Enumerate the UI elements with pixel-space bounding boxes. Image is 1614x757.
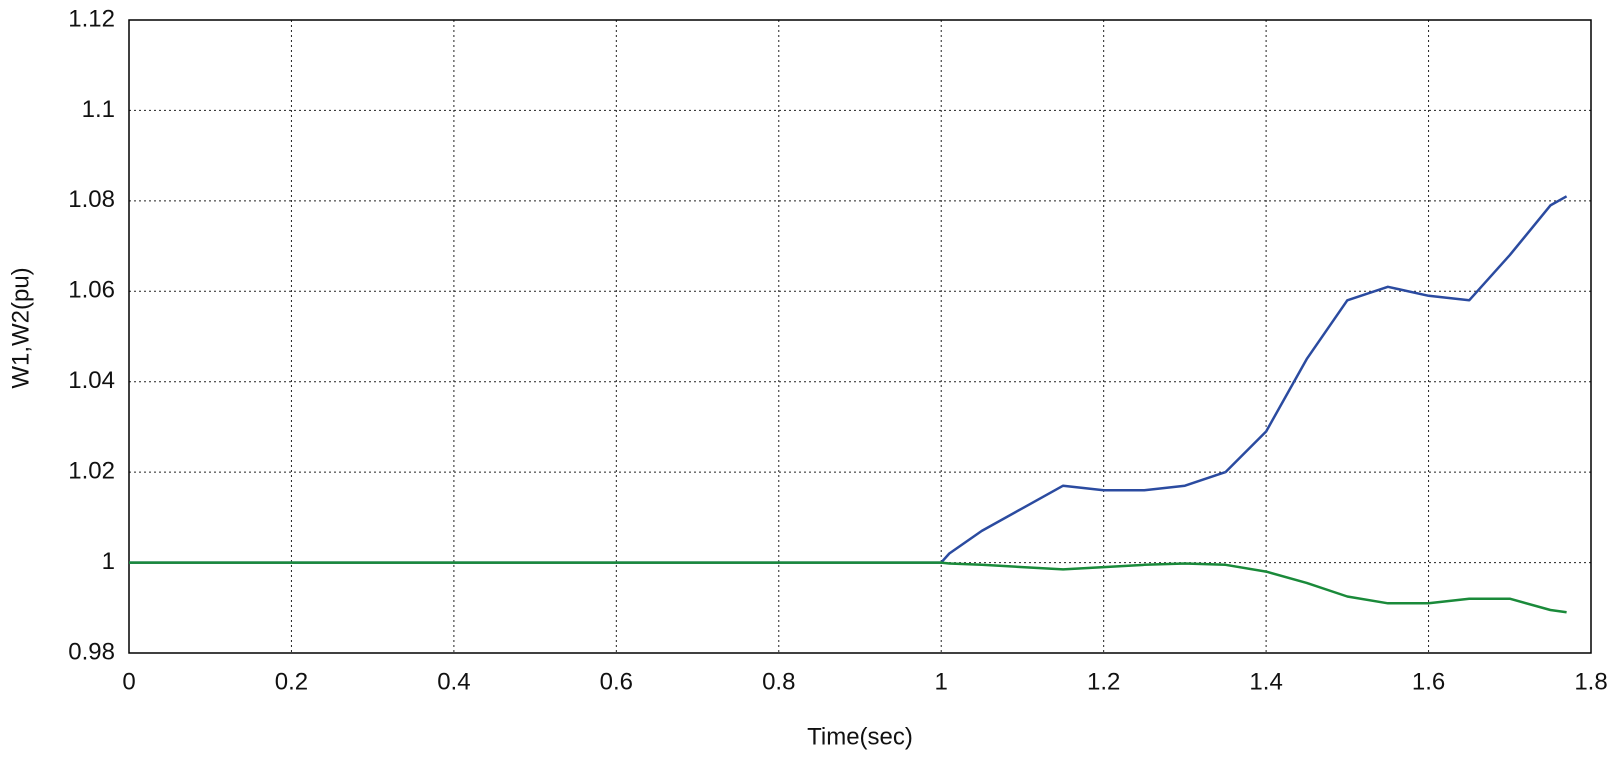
- plot-frame: [128, 19, 1592, 654]
- y-tick-label: 1: [102, 548, 115, 575]
- y-tick-label: 1.1: [82, 96, 115, 123]
- y-tick-label: 1.02: [68, 457, 115, 484]
- x-tick-label: 1.8: [1574, 668, 1607, 695]
- x-tick-label: 1.4: [1249, 668, 1282, 695]
- y-axis-label: W1,W2(pu): [7, 267, 34, 388]
- data-line: [129, 561, 1567, 614]
- x-tick-label: 0.6: [600, 668, 633, 695]
- x-axis-label: Time(sec): [807, 723, 913, 750]
- x-tick-label: 1.2: [1087, 668, 1120, 695]
- y-tick-label: 1.04: [68, 367, 115, 394]
- data-line: [129, 195, 1568, 564]
- y-tick-label: 0.98: [68, 638, 115, 665]
- x-tick-label: 0.4: [437, 668, 470, 695]
- x-tick-label: 1: [935, 668, 948, 695]
- y-tick-label: 1.12: [68, 5, 115, 32]
- y-tick-label: 1.08: [68, 186, 115, 213]
- x-tick-label: 0.2: [275, 668, 308, 695]
- x-tick-label: 0.8: [762, 668, 795, 695]
- x-tick-label: 1.6: [1412, 668, 1445, 695]
- x-tick-label: 0: [122, 668, 135, 695]
- y-tick-label: 1.06: [68, 277, 115, 304]
